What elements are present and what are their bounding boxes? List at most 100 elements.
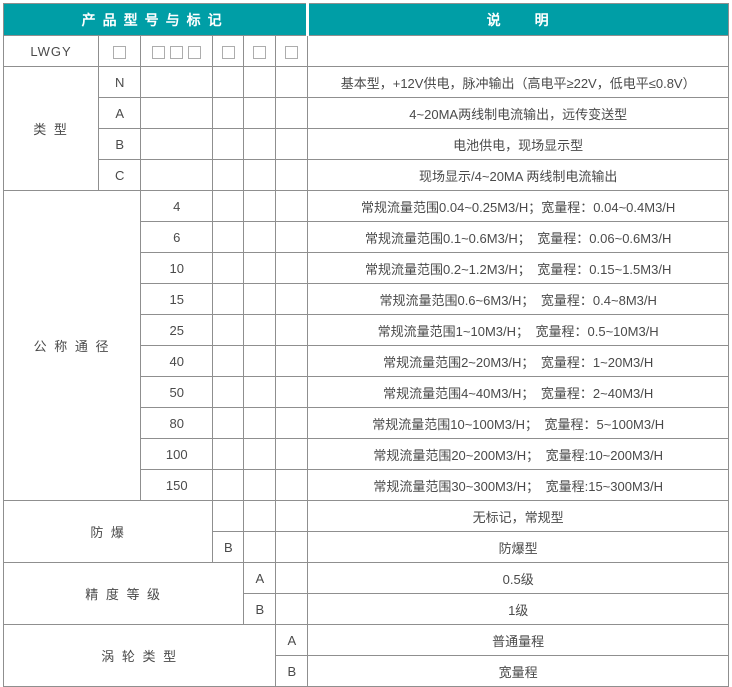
- turbine-code: B: [275, 655, 309, 687]
- diameter-code: 150: [140, 469, 214, 501]
- table-row: 防 爆 无标记，常规型: [2, 500, 729, 563]
- diameter-code: 40: [140, 345, 214, 377]
- accuracy-code: A: [243, 562, 277, 594]
- empty-cell: [212, 221, 245, 253]
- empty-cell: [275, 252, 309, 284]
- description-cell: 常规流量范围0.1~0.6M3/H； 宽量程：0.06~0.6M3/H: [307, 221, 729, 253]
- empty-cell: [212, 66, 245, 98]
- empty-cell: [275, 314, 309, 346]
- description-cell: 无标记，常规型: [307, 500, 729, 532]
- explosionproof-placeholder-cell: [212, 35, 245, 67]
- table-row: A 4~20MA两线制电流输出，远传变送型: [4, 97, 729, 129]
- section-label-turbine-type: 涡 轮 类 型: [2, 624, 277, 687]
- diameter-code: 80: [140, 407, 214, 439]
- table-row: 类 型 N 基本型，+12V供电，脉冲输出（高电平≥22V，低电平≤0.8V）: [2, 66, 729, 191]
- table-row: B 电池供电，现场显示型: [4, 128, 729, 160]
- diameter-code: 25: [140, 314, 214, 346]
- description-cell: 常规流量范围30~300M3/H； 宽量程:15~300M3/H: [307, 469, 729, 501]
- empty-cell: [243, 252, 277, 284]
- empty-cell: [275, 376, 309, 408]
- description-cell: 宽量程: [307, 655, 729, 687]
- empty-cell: [243, 221, 277, 253]
- table-row: 6 常规流量范围0.1~0.6M3/H； 宽量程：0.06~0.6M3/H: [4, 221, 729, 253]
- empty-cell: [275, 221, 309, 253]
- accuracy-code: B: [243, 593, 277, 625]
- description-cell: 普通量程: [307, 624, 729, 656]
- placeholder-box-icon: [152, 45, 166, 59]
- section-label-type: 类 型: [2, 66, 100, 191]
- table-row: 150 常规流量范围30~300M3/H； 宽量程:15~300M3/H: [4, 469, 729, 501]
- placeholder-box-icon: [221, 45, 235, 59]
- section-label-explosionproof: 防 爆: [2, 500, 214, 563]
- table-row: 公 称 通 径 4 常规流量范围0.04~0.25M3/H；宽量程：0.04~0…: [2, 190, 729, 501]
- empty-cell: [212, 252, 245, 284]
- empty-cell: [243, 531, 277, 563]
- empty-cell: [243, 97, 277, 129]
- empty-cell: [212, 438, 245, 470]
- description-cell: 常规流量范围0.2~1.2M3/H； 宽量程：0.15~1.5M3/H: [307, 252, 729, 284]
- table-header-row: 产品型号与标记 说 明: [2, 3, 729, 36]
- empty-cell: [243, 66, 277, 98]
- empty-cell: [275, 562, 309, 594]
- model-code-row: LWGY: [2, 35, 729, 67]
- empty-cell: [275, 500, 309, 532]
- empty-cell: [275, 531, 309, 563]
- accuracy-placeholder-cell: [243, 35, 277, 67]
- empty-cell: [243, 345, 277, 377]
- product-model-spec-table: 产品型号与标记 说 明 LWGY 类 型 N 基本型，+12V供电，脉冲输出（高…: [2, 3, 729, 687]
- empty-cell: [243, 500, 277, 532]
- empty-cell: [140, 159, 214, 191]
- description-cell: 电池供电，现场显示型: [307, 128, 729, 160]
- turbine-placeholder-cell: [275, 35, 309, 67]
- model-title-header: 产品型号与标记: [2, 3, 309, 36]
- type-code: C: [98, 159, 142, 191]
- description-cell: 常规流量范围0.6~6M3/H； 宽量程：0.4~8M3/H: [307, 283, 729, 315]
- description-cell: 基本型，+12V供电，脉冲输出（高电平≥22V，低电平≤0.8V）: [307, 66, 729, 98]
- table-row: 精 度 等 级 A 0.5级: [2, 562, 729, 625]
- empty-cell: [212, 345, 245, 377]
- empty-cell: [140, 97, 214, 129]
- table-row: C 现场显示/4~20MA 两线制电流输出: [4, 159, 729, 191]
- description-cell: 4~20MA两线制电流输出，远传变送型: [307, 97, 729, 129]
- empty-cell: [275, 407, 309, 439]
- model-name: LWGY: [2, 35, 100, 67]
- empty-cell: [212, 128, 245, 160]
- empty-cell: [140, 66, 214, 98]
- type-code: B: [98, 128, 142, 160]
- empty-cell: [243, 407, 277, 439]
- diameter-code: 100: [140, 438, 214, 470]
- type-code: N: [98, 66, 142, 98]
- empty-description-cell: [307, 35, 729, 67]
- type-code: A: [98, 97, 142, 129]
- diameter-code: 4: [140, 190, 214, 222]
- empty-cell: [275, 66, 309, 98]
- placeholder-box-icon: [113, 45, 127, 59]
- empty-cell: [275, 128, 309, 160]
- empty-cell: [275, 159, 309, 191]
- empty-cell: [243, 128, 277, 160]
- description-title-header: 说 明: [306, 3, 729, 36]
- empty-cell: [212, 283, 245, 315]
- diameter-code: 15: [140, 283, 214, 315]
- description-cell: 常规流量范围4~40M3/H； 宽量程：2~40M3/H: [307, 376, 729, 408]
- type-placeholder-cell: [98, 35, 142, 67]
- section-label-nominal-diameter: 公 称 通 径: [2, 190, 142, 501]
- description-cell: 0.5级: [307, 562, 729, 594]
- empty-cell: [275, 438, 309, 470]
- table-row: 40 常规流量范围2~20M3/H； 宽量程：1~20M3/H: [4, 345, 729, 377]
- empty-cell: [275, 283, 309, 315]
- description-cell: 常规流量范围10~100M3/H； 宽量程：5~100M3/H: [307, 407, 729, 439]
- description-cell: 常规流量范围20~200M3/H； 宽量程:10~200M3/H: [307, 438, 729, 470]
- table-row: 15 常规流量范围0.6~6M3/H； 宽量程：0.4~8M3/H: [4, 283, 729, 315]
- diameter-code: 50: [140, 376, 214, 408]
- description-cell: 常规流量范围0.04~0.25M3/H；宽量程：0.04~0.4M3/H: [307, 190, 729, 222]
- diameter-placeholder-cell: [140, 35, 214, 67]
- empty-cell: [212, 376, 245, 408]
- empty-cell: [212, 159, 245, 191]
- empty-cell: [275, 345, 309, 377]
- empty-cell: [212, 190, 245, 222]
- table-row: 100 常规流量范围20~200M3/H； 宽量程:10~200M3/H: [4, 438, 729, 470]
- empty-cell: [243, 376, 277, 408]
- empty-cell: [243, 159, 277, 191]
- placeholder-box-icon: [188, 45, 202, 59]
